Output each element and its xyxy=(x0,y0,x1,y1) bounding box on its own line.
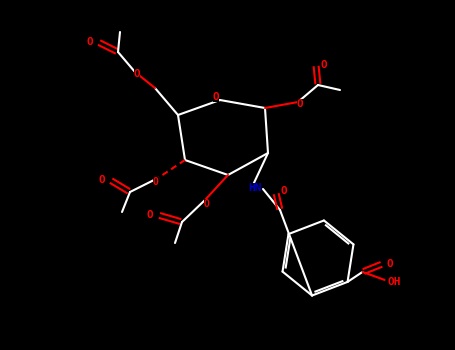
Text: O: O xyxy=(134,69,141,79)
Text: O: O xyxy=(204,199,210,209)
Text: O: O xyxy=(386,259,393,269)
Text: O: O xyxy=(99,175,106,185)
Text: O: O xyxy=(321,60,328,70)
Text: O: O xyxy=(212,92,219,102)
Text: OH: OH xyxy=(388,277,401,287)
Text: O: O xyxy=(86,37,93,47)
Text: O: O xyxy=(281,186,288,196)
Text: O: O xyxy=(297,99,303,109)
Text: HN: HN xyxy=(248,183,262,193)
Text: O: O xyxy=(147,210,153,220)
Text: O: O xyxy=(153,177,159,187)
